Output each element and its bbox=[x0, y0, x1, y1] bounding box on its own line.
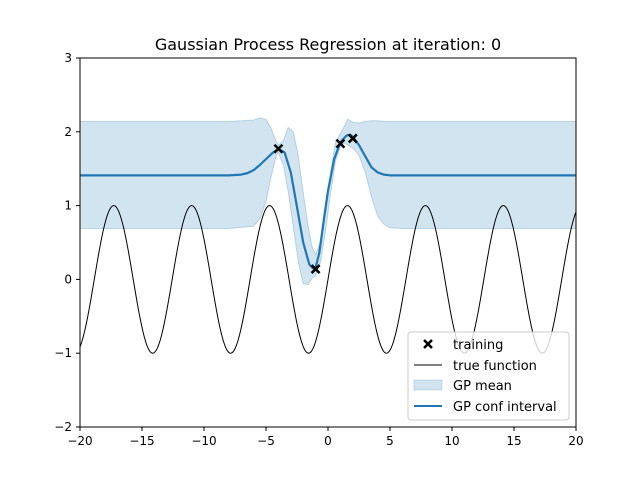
y-tick-label: 0 bbox=[64, 272, 72, 286]
legend-label-true-function: true function bbox=[453, 359, 537, 374]
x-tick-label: −20 bbox=[67, 434, 92, 448]
legend: training true function GP mean GP conf i… bbox=[407, 331, 570, 421]
legend-label-gp-conf-interval: GP conf interval bbox=[453, 400, 557, 415]
training-point bbox=[335, 138, 346, 149]
legend-label-training: training bbox=[453, 338, 503, 353]
x-tick-label: 0 bbox=[324, 434, 332, 448]
gp-band bbox=[80, 117, 576, 286]
training-point bbox=[347, 133, 358, 144]
legend-band-icon bbox=[413, 379, 443, 391]
x-tick-label: 10 bbox=[444, 434, 459, 448]
x-tick-label: −15 bbox=[129, 434, 154, 448]
x-tick-label: 20 bbox=[568, 434, 583, 448]
legend-entry-gp-conf-interval: GP conf interval bbox=[414, 400, 557, 415]
legend-entry-training: training bbox=[423, 338, 503, 353]
legend-entry-true-function: true function bbox=[414, 359, 537, 374]
y-axis: −2 −1 0 1 2 3 bbox=[54, 51, 80, 434]
y-tick-label: 3 bbox=[64, 51, 72, 65]
chart-title: Gaussian Process Regression at iteration… bbox=[155, 35, 501, 54]
y-tick-label: −2 bbox=[54, 420, 72, 434]
x-marker-icon bbox=[423, 339, 433, 349]
y-tick-label: −1 bbox=[54, 346, 72, 360]
x-axis: −20 −15 −10 −5 0 5 10 15 20 bbox=[67, 427, 584, 448]
training-point bbox=[310, 264, 321, 274]
legend-label-gp-mean: GP mean bbox=[453, 379, 512, 394]
y-tick-label: 1 bbox=[64, 199, 72, 213]
x-tick-label: 15 bbox=[506, 434, 521, 448]
x-tick-label: 5 bbox=[386, 434, 394, 448]
true-function-line bbox=[80, 205, 576, 354]
legend-frame bbox=[407, 331, 570, 421]
plot-area bbox=[80, 117, 576, 354]
legend-entry-gp-mean: GP mean bbox=[413, 379, 512, 394]
x-tick-label: −10 bbox=[191, 434, 216, 448]
x-tick-label: −5 bbox=[257, 434, 275, 448]
y-tick-label: 2 bbox=[64, 125, 72, 139]
training-point bbox=[273, 143, 284, 154]
gp-line bbox=[80, 133, 576, 270]
